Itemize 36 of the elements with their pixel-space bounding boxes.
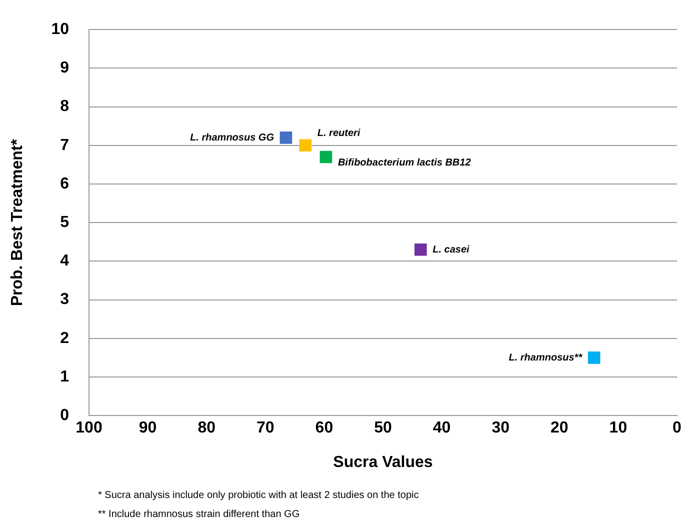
y-tick-label: 8 <box>60 98 70 116</box>
y-tick-label: 5 <box>60 214 70 232</box>
y-tick-label: 7 <box>60 136 70 154</box>
point <box>320 150 332 164</box>
x-tick-label: 70 <box>256 420 274 437</box>
point <box>280 132 292 144</box>
x-tick-label: 90 <box>138 420 157 437</box>
y-tick-label: 1 <box>60 368 70 386</box>
point <box>588 352 600 364</box>
series-label: L. rhamnosus** <box>508 352 584 364</box>
y-tick-label: 4 <box>60 252 70 270</box>
series-label: L. rhamnosus GG <box>190 132 274 144</box>
x-tick-label: 10 <box>609 420 628 437</box>
y-tick-label: 0 <box>60 407 70 424</box>
x-tick-label: 40 <box>432 420 451 437</box>
series-label: L. casei <box>432 244 470 256</box>
y-axis-title: Prob. Best Treatment* <box>9 138 26 306</box>
x-tick-label: 60 <box>315 420 334 437</box>
x-tick-label: 100 <box>76 420 102 437</box>
x-tick-label: 30 <box>492 420 510 437</box>
y-tick-label: 2 <box>60 330 70 347</box>
text: ** Include rhamnosus strain different than GG <box>98 508 301 522</box>
x-tick-label: 0 <box>672 420 682 437</box>
series-label: Bifibobacterium lactis BB12 <box>338 158 472 169</box>
point <box>299 139 312 152</box>
y-tick-label: 10 <box>51 21 70 38</box>
y-tick-label: 6 <box>60 175 70 192</box>
x-tick-label: 50 <box>374 420 392 437</box>
point <box>414 243 427 256</box>
text: * Sucra analysis include only probiotic with at least 2 studies on the topic <box>98 489 419 503</box>
x-tick-label: 20 <box>550 420 568 437</box>
series-label: L. reuteri <box>317 128 360 140</box>
x-tick-label: 80 <box>198 420 216 437</box>
y-tick-label: 9 <box>60 60 70 77</box>
x-axis-title: Sucra Values <box>333 454 433 471</box>
y-tick-label: 3 <box>60 291 70 308</box>
